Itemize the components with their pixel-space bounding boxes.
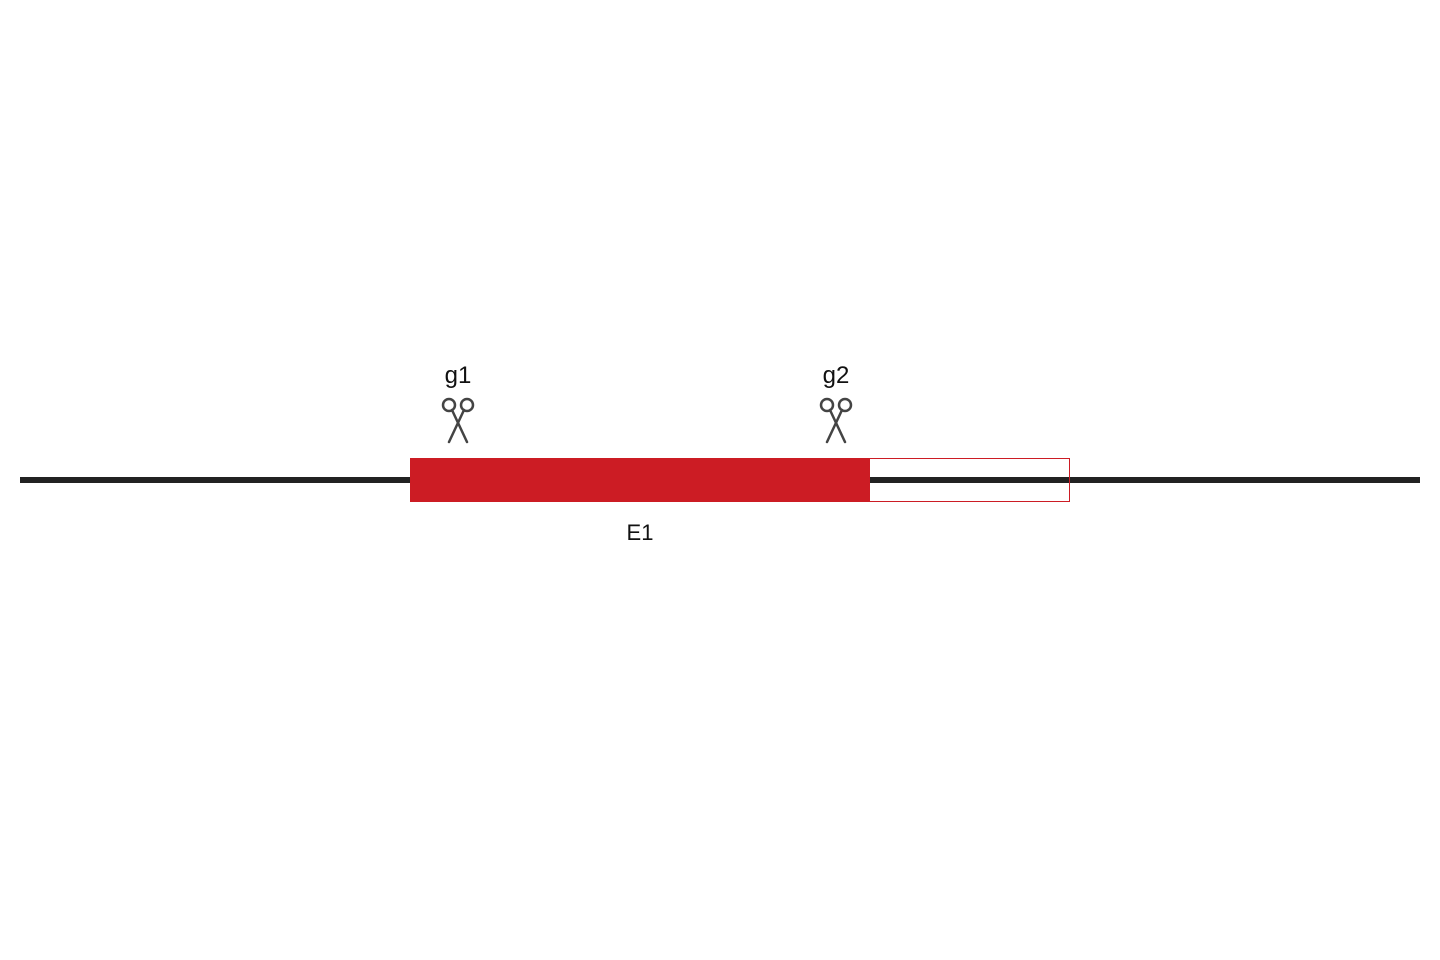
backbone-right (1070, 477, 1420, 483)
cut-site-label-g1: g1 (445, 362, 472, 390)
cut-site-label-g2: g2 (823, 362, 850, 390)
exon-label: E1 (627, 520, 654, 546)
scissors-icon (438, 396, 478, 446)
gene-diagram: E1 g1 g2 (0, 0, 1440, 960)
backbone-left (20, 477, 410, 483)
scissors-icon (816, 396, 856, 446)
exon-filled-box (410, 458, 870, 502)
